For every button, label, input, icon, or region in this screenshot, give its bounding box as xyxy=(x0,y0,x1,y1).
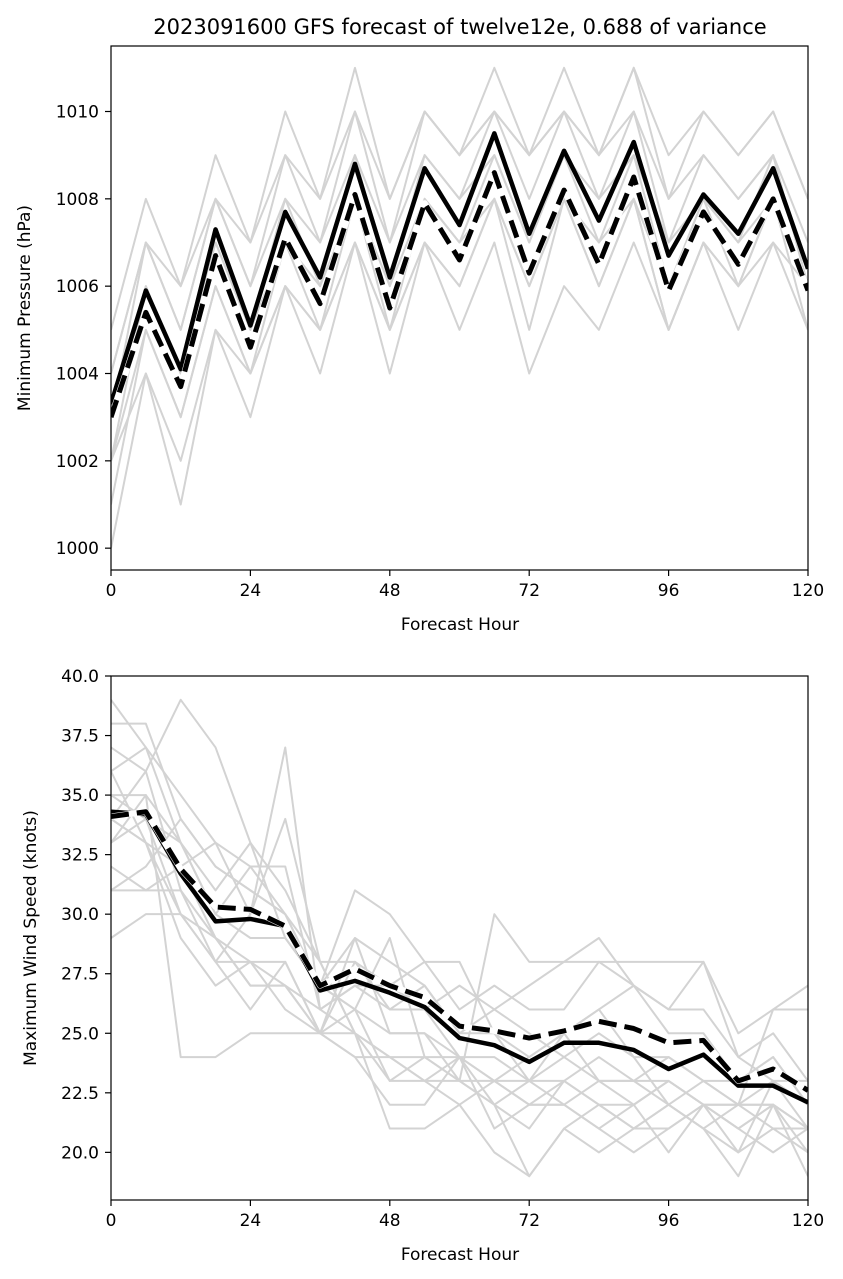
x-tick-label: 120 xyxy=(792,1211,824,1231)
axes-frame xyxy=(110,675,809,1201)
solid-series-line xyxy=(111,809,808,1105)
y-tick-label: 22.5 xyxy=(61,1084,99,1104)
plot-area xyxy=(111,698,808,1178)
y-tick-label: 35.0 xyxy=(61,786,99,806)
x-tick-label: 96 xyxy=(658,1211,680,1231)
x-tick-label: 0 xyxy=(106,581,117,601)
ensemble-member-line-15 xyxy=(111,818,808,1130)
x-tick-label: 72 xyxy=(518,581,540,601)
plot-area xyxy=(111,66,808,549)
ensemble-member-line-9 xyxy=(111,197,808,506)
ensemble-member-line-10 xyxy=(111,110,808,374)
x-tick-label: 120 xyxy=(792,581,824,601)
y-tick-label: 1008 xyxy=(56,190,99,210)
y-tick-label: 30.0 xyxy=(61,905,99,925)
dashed-series-line xyxy=(111,809,808,1093)
x-tick-label: 96 xyxy=(658,581,680,601)
wind-y-label: Maximum Wind Speed (knots) xyxy=(21,810,41,1066)
y-tick-label: 1010 xyxy=(56,103,99,123)
wind-x-label: Forecast Hour xyxy=(401,1245,519,1265)
ensemble-member-line-16 xyxy=(111,770,808,1178)
solid-series-line xyxy=(111,131,808,405)
pressure-panel: 0 24 48 72 96 120 1000 1002 1004 1006 1008 1010 xyxy=(56,45,824,601)
y-tick-label: 40.0 xyxy=(61,667,99,687)
pressure-y-label: Minimum Pressure (hPa) xyxy=(15,205,35,411)
y-tick-label: 1002 xyxy=(56,452,99,472)
chart-title: 2023091600 GFS forecast of twelve12e, 0.… xyxy=(153,15,766,39)
x-tick-label: 24 xyxy=(240,581,262,601)
y-tick-label: 25.0 xyxy=(61,1024,99,1044)
axes-frame xyxy=(110,45,809,571)
x-tick-label: 48 xyxy=(379,581,401,601)
x-tick-label: 0 xyxy=(106,1211,117,1231)
y-tick-label: 1000 xyxy=(56,539,99,559)
y-tick-label: 27.5 xyxy=(61,965,99,985)
wind-panel: 0 24 48 72 96 120 20.0 22.5 25.0 27.5 30.0 32.5 35.0… xyxy=(61,667,824,1231)
ensemble-member-line-14 xyxy=(111,817,808,1130)
y-tick-label: 1004 xyxy=(56,365,99,385)
x-tick-label: 24 xyxy=(240,1211,262,1231)
x-tick-label: 72 xyxy=(518,1211,540,1231)
y-tick-label: 37.5 xyxy=(61,727,99,747)
x-tick-label: 48 xyxy=(379,1211,401,1231)
dashed-series-line xyxy=(111,170,808,418)
y-tick-label: 32.5 xyxy=(61,846,99,866)
pressure-x-label: Forecast Hour xyxy=(401,615,519,635)
y-tick-label: 20.0 xyxy=(61,1143,99,1163)
y-tick-label: 1006 xyxy=(56,277,99,297)
